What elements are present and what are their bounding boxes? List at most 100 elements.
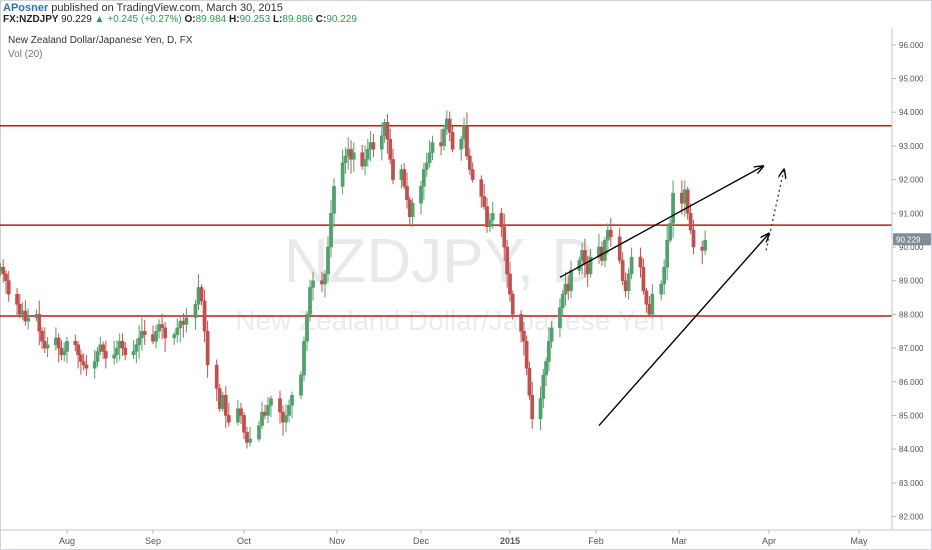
candle-body <box>308 287 312 315</box>
candle-body <box>430 142 435 153</box>
candle-body <box>62 351 67 356</box>
candle-body <box>365 149 370 160</box>
open-value: 89.984 <box>195 14 227 25</box>
candle-body <box>459 138 464 150</box>
candle-body <box>688 213 693 231</box>
candle-body <box>193 304 198 318</box>
low-value: 89.886 <box>282 14 313 25</box>
candle-body <box>638 256 643 268</box>
candle-body <box>73 341 78 345</box>
candle-body <box>510 293 515 315</box>
candle-body <box>659 283 664 295</box>
candle-body <box>538 398 543 420</box>
low-key: L: <box>272 14 283 25</box>
x-tick-label: Feb <box>588 536 604 546</box>
y-tick-label: 94.000 <box>899 108 924 117</box>
last-price-tag <box>893 233 931 246</box>
candle-body <box>522 330 526 342</box>
candle-body <box>402 169 407 187</box>
candle-body <box>184 317 189 325</box>
candle-body <box>505 246 509 275</box>
legend-title: New Zealand Dollar/Japanese Yen, D, FX <box>8 35 193 46</box>
candle-body <box>79 354 83 362</box>
candle-body <box>84 364 89 369</box>
candle-body <box>447 118 452 133</box>
candle-body <box>662 266 667 285</box>
candle-body <box>202 300 207 332</box>
candle-body <box>465 125 469 157</box>
candle-body <box>527 368 532 396</box>
candle-body <box>499 213 504 228</box>
candle-body <box>37 314 42 332</box>
y-tick-label: 96.000 <box>899 41 924 50</box>
candle-body <box>530 394 535 420</box>
candle-body <box>269 398 273 406</box>
candle-body <box>40 330 44 342</box>
axes: 82.000 83.000 84.000 85.000 86.000 87.000 88.0… <box>0 28 932 546</box>
candle-body <box>45 344 50 349</box>
candle-body <box>650 293 655 315</box>
candle-body <box>120 341 125 349</box>
candle-body <box>422 169 426 187</box>
candle-body <box>65 341 69 352</box>
candle-body <box>482 196 487 207</box>
candle-body <box>196 287 201 305</box>
candle-body <box>248 438 252 443</box>
candle-body <box>502 226 507 248</box>
chart-legend: New Zealand Dollar/Japanese Yen, D, FX V… <box>8 35 193 63</box>
x-tick-label: Aug <box>59 536 75 546</box>
y-tick-label: 82.000 <box>899 513 924 522</box>
candle-body <box>626 273 631 292</box>
candle-body <box>23 310 28 322</box>
candle-body <box>220 394 225 409</box>
candle-body <box>524 341 529 369</box>
symbol-label[interactable]: FX:NZDJPY <box>3 14 59 25</box>
candle-body <box>485 206 489 228</box>
candle-body <box>549 327 554 342</box>
candle-body <box>388 138 393 160</box>
candle-body <box>320 280 324 285</box>
candle-body <box>157 324 161 332</box>
candle-body <box>629 256 634 275</box>
candle-body <box>236 408 240 423</box>
candle-body <box>15 293 19 305</box>
candle-body <box>343 155 348 164</box>
projection-line <box>765 170 784 251</box>
candle-body <box>351 152 356 160</box>
candle-body <box>617 236 622 261</box>
candle-body <box>467 155 472 170</box>
candle-body <box>427 152 432 164</box>
candle-body <box>302 341 306 376</box>
candle-body <box>644 290 649 305</box>
candle-body <box>103 351 108 359</box>
candle-body <box>305 314 309 342</box>
candle-body <box>541 374 546 399</box>
high-key: H: <box>229 14 240 25</box>
candle-body <box>329 213 333 248</box>
author-link[interactable]: APosner <box>3 2 49 14</box>
candle-body <box>6 280 11 295</box>
candle-body <box>508 273 512 295</box>
x-tick-label: Mar <box>671 536 687 546</box>
candle-body <box>175 327 180 335</box>
close-key: C: <box>315 14 327 25</box>
trendline <box>559 166 763 278</box>
candle-body <box>691 229 696 248</box>
candle-body <box>668 223 672 241</box>
x-tick-label: May <box>850 536 868 546</box>
candle-body <box>245 432 249 443</box>
candle-body <box>519 314 523 332</box>
candle-body <box>340 162 345 187</box>
y-tick-label: 85.000 <box>899 411 924 420</box>
y-tick-label: 86.000 <box>899 378 924 387</box>
candle-body <box>385 122 390 140</box>
candle-body <box>239 408 243 416</box>
trendline <box>598 234 769 427</box>
candle-body <box>242 415 246 433</box>
candle-body <box>442 128 446 147</box>
candle-body <box>95 351 100 362</box>
candle-body <box>137 337 141 345</box>
candle-body <box>583 250 587 265</box>
candle-body <box>323 273 327 285</box>
